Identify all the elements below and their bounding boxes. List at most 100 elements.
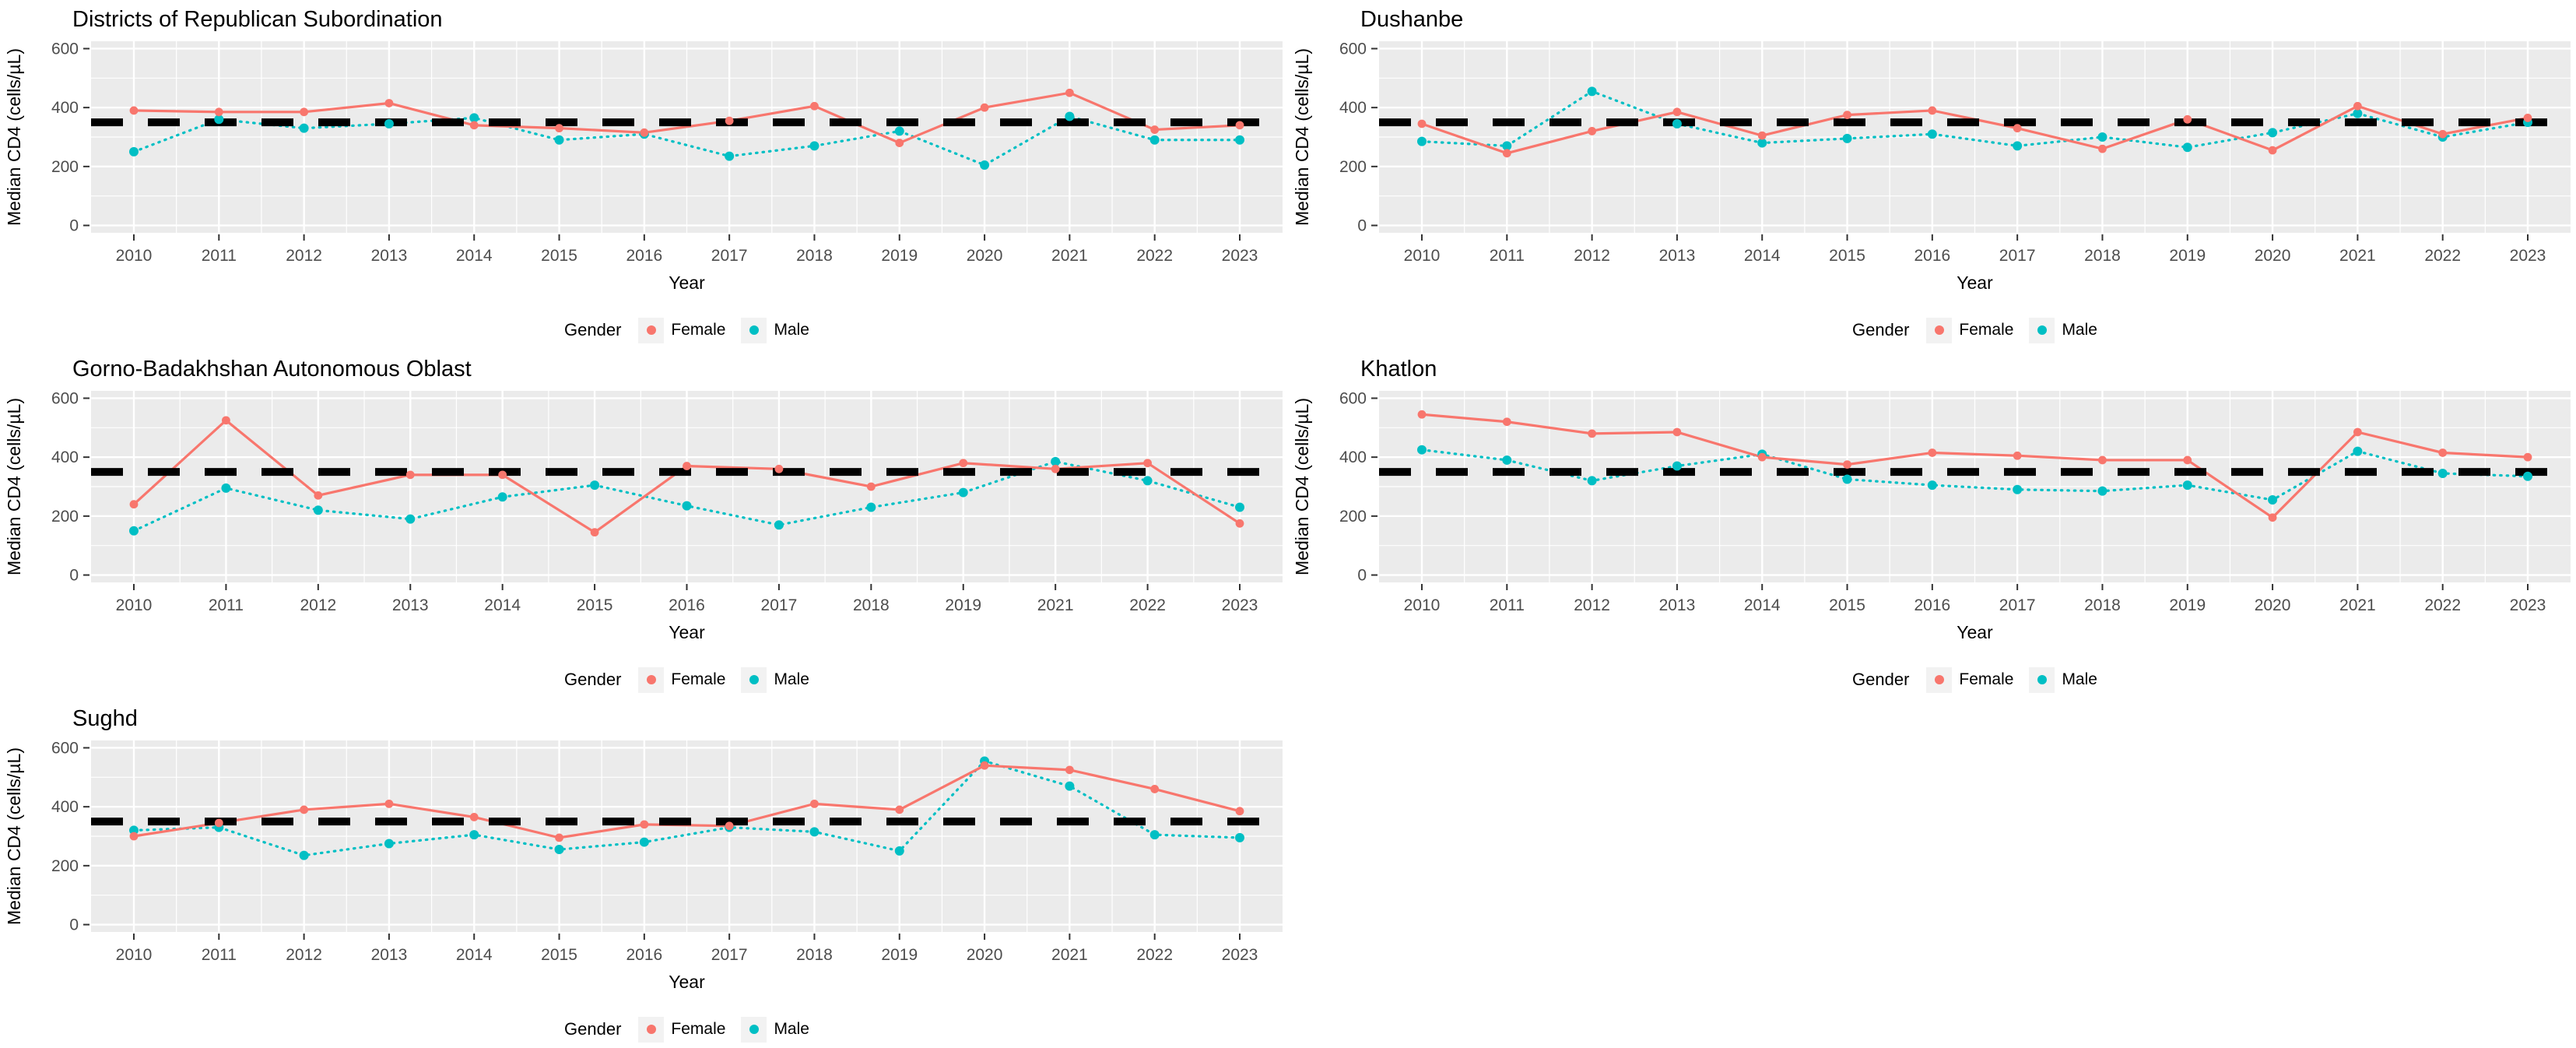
- male-point-2010: [1417, 445, 1427, 455]
- female-point-2021: [1065, 765, 1074, 775]
- male-point-2011: [1502, 455, 1512, 465]
- y-tick-label-200: 200: [1339, 158, 1367, 176]
- x-tick-label-2012: 2012: [1574, 247, 1610, 265]
- y-tick-label-200: 200: [51, 508, 79, 526]
- y-tick-label-400: 400: [51, 99, 79, 117]
- legend: Gender Female Male: [91, 1012, 1283, 1046]
- legend-label-male: Male: [774, 1020, 809, 1038]
- legend: Gender Female Male: [1379, 313, 2571, 347]
- female-point-2023: [2523, 452, 2532, 462]
- female-point-2022: [1143, 459, 1152, 468]
- female-point-2012: [1588, 127, 1597, 135]
- x-axis-title: Year: [1957, 622, 1993, 642]
- legend-entry-male: Male: [2029, 317, 2097, 343]
- legend-entry-male: Male: [741, 1016, 809, 1043]
- x-tick-label-2022: 2022: [2424, 247, 2461, 265]
- female-point-2013: [1672, 107, 1682, 117]
- female-dot-icon: [1934, 325, 1944, 335]
- x-tick-label-2015: 2015: [541, 946, 577, 964]
- female-point-2019: [895, 805, 904, 814]
- x-tick-label-2015: 2015: [541, 247, 577, 265]
- female-point-2022: [2438, 448, 2448, 457]
- male-point-2023: [2523, 471, 2532, 481]
- female-point-2015: [1843, 460, 1851, 469]
- male-point-2022: [1149, 135, 1160, 145]
- x-tick-label-2012: 2012: [300, 596, 336, 614]
- male-point-2018: [2097, 132, 2107, 142]
- x-tick-label-2010: 2010: [116, 596, 153, 614]
- male-point-2018: [2097, 486, 2107, 496]
- y-tick-label-0: 0: [69, 567, 79, 585]
- chart-panel-sughd: 0 200 400 600 2010 2011 2012 2013 2014 2015 2016 20…: [0, 699, 1288, 1048]
- x-tick-label-2013: 2013: [1659, 596, 1696, 614]
- female-point-2010: [129, 106, 139, 115]
- female-series-line: [1421, 413, 2529, 519]
- x-tick-label-2016: 2016: [626, 946, 662, 964]
- male-point-2014: [469, 830, 479, 840]
- female-point-2011: [222, 416, 230, 425]
- y-tick-label-200: 200: [51, 158, 79, 176]
- y-axis-title: Median CD4 (cells/µL): [4, 48, 24, 226]
- female-point-2013: [384, 799, 394, 808]
- x-tick-label-2012: 2012: [286, 946, 322, 964]
- y-tick-label-600: 600: [51, 739, 79, 757]
- x-tick-label-2018: 2018: [796, 247, 833, 265]
- female-point-2015: [1843, 111, 1851, 120]
- male-point-2023: [1235, 832, 1244, 842]
- x-tick-label-2011: 2011: [209, 596, 244, 614]
- female-point-2017: [2013, 124, 2022, 133]
- male-point-2013: [405, 514, 416, 524]
- male-series-line: [1420, 90, 2529, 149]
- x-tick-label-2010: 2010: [1404, 247, 1441, 265]
- female-point-2014: [1757, 131, 1767, 140]
- panel-title: Sughd: [72, 706, 138, 731]
- female-point-2018: [810, 101, 819, 111]
- female-point-2015: [555, 833, 563, 842]
- male-dot-icon: [2037, 325, 2047, 335]
- legend: Gender Female Male: [1379, 663, 2571, 697]
- female-point-2011: [214, 107, 223, 117]
- female-point-2014: [469, 813, 479, 821]
- female-point-2012: [1588, 429, 1597, 438]
- x-tick-label-2013: 2013: [1659, 247, 1696, 265]
- x-tick-label-2016: 2016: [1914, 596, 1950, 614]
- legend-label-male: Male: [2062, 670, 2097, 688]
- legend-label-female: Female: [671, 321, 726, 339]
- legend-entry-female: Female: [638, 1016, 725, 1043]
- male-dot-icon: [749, 1025, 759, 1034]
- x-tick-label-2011: 2011: [202, 247, 237, 265]
- female-point-2016: [683, 462, 691, 470]
- male-point-2015: [554, 135, 564, 145]
- female-point-2022: [2438, 129, 2448, 139]
- female-point-2013: [405, 470, 415, 480]
- x-tick-label-2023: 2023: [2510, 247, 2546, 265]
- y-tick-label-400: 400: [51, 798, 79, 816]
- y-tick-label-400: 400: [51, 448, 79, 466]
- male-point-2019: [958, 487, 968, 498]
- male-point-2018: [809, 827, 819, 837]
- male-point-2014: [1757, 138, 1767, 148]
- female-point-2012: [314, 491, 323, 500]
- female-point-2011: [214, 818, 223, 828]
- female-point-2020: [2268, 146, 2277, 155]
- female-dot-icon: [1934, 675, 1944, 684]
- x-tick-label-2011: 2011: [1490, 247, 1525, 265]
- x-tick-label-2020: 2020: [2255, 247, 2291, 265]
- x-tick-label-2023: 2023: [1222, 247, 1258, 265]
- male-point-2017: [2013, 484, 2023, 494]
- female-point-2018: [810, 799, 819, 808]
- male-point-2012: [1587, 476, 1597, 486]
- x-axis-title: Year: [669, 622, 705, 642]
- female-point-2015: [555, 124, 563, 133]
- male-dot-icon: [2037, 675, 2047, 684]
- female-point-2014: [469, 121, 479, 130]
- x-tick-label-2013: 2013: [392, 596, 429, 614]
- male-point-2021: [1065, 781, 1075, 791]
- male-dot-icon: [749, 675, 759, 684]
- y-tick-label-600: 600: [51, 389, 79, 407]
- male-point-2020: [980, 160, 990, 170]
- male-point-2018: [809, 141, 819, 151]
- legend-title: Gender: [564, 670, 622, 689]
- chart-panel-dushanbe: 0 200 400 600 2010 2011 2012 2013 2014 2015 2016 20…: [1288, 0, 2576, 350]
